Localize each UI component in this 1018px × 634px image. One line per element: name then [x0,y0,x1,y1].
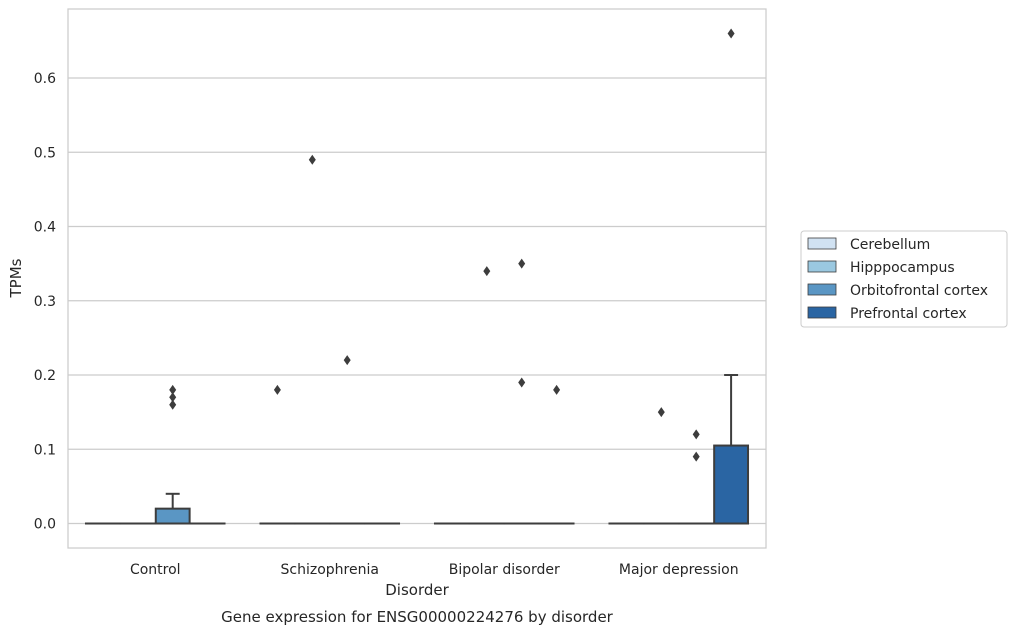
y-tick-label: 0.2 [34,368,56,384]
box-group [84,384,226,525]
box [713,444,750,525]
outlier-point [657,407,665,418]
outlier-point [169,399,177,410]
y-tick-label: 0.0 [34,517,56,533]
x-tick-label: Bipolar disorder [449,562,560,578]
chart-caption: Gene expression for ENSG00000224276 by d… [221,608,614,626]
outlier-point [273,384,281,395]
y-tick-label: 0.3 [34,294,56,310]
outlier-point [483,266,491,277]
legend-swatch [807,237,837,250]
y-axis-label: TPMs [7,258,25,298]
outlier-point [518,377,526,388]
y-tick-label: 0.4 [34,220,56,236]
outlier-point [308,154,316,165]
legend-label: Prefrontal cortex [850,306,967,322]
x-tick-label: Schizophrenia [281,562,379,578]
outlier-point [692,451,700,462]
legend: Cerebellum Hipppocampus Orbitofrontal cort… [800,230,1008,328]
y-tick-label: 0.1 [34,442,56,458]
outlier-point [169,392,177,403]
outlier-point [343,355,351,366]
plot-frame [67,8,767,549]
legend-label: Hipppocampus [850,260,955,276]
box-group [608,28,750,525]
outlier-point [692,429,700,440]
legend-frame [800,230,1008,328]
legend-swatch [807,260,837,273]
legend-swatch [807,283,837,296]
x-axis-label: Disorder [385,581,449,599]
outlier-point [727,28,735,39]
outlier-point [518,258,526,269]
legend-swatch [807,306,837,319]
legend-label: Orbitofrontal cortex [850,283,988,299]
box-group [259,154,401,525]
gridlines [68,77,766,525]
outlier-point [553,384,561,395]
legend-label: Cerebellum [850,237,930,253]
box-groups [84,28,750,525]
x-tick-label: Major depression [619,562,739,578]
y-tick-label: 0.5 [34,145,56,161]
y-axis-ticks: 0.0 0.1 0.2 0.3 0.4 0.5 0.6 [34,71,56,532]
x-tick-label: Control [130,562,181,578]
box [154,507,191,525]
y-tick-label: 0.6 [34,71,56,87]
x-axis-ticks: Control Schizophrenia Bipolar disorder Majo… [130,562,739,578]
box-group [433,258,575,525]
plot-background [68,9,766,548]
outlier-point [169,384,177,395]
